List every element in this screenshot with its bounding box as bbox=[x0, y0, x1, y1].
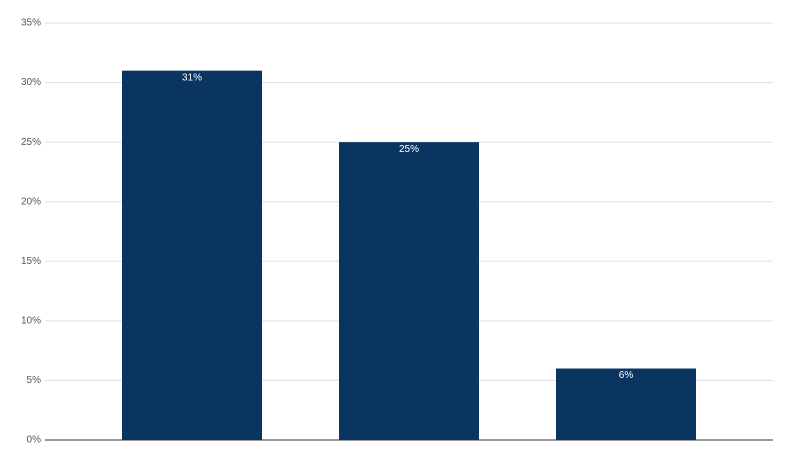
y-tick-label: 15% bbox=[21, 256, 41, 267]
y-tick-label: 25% bbox=[21, 137, 41, 148]
value-label: 25% bbox=[399, 144, 419, 155]
y-tick-label: 10% bbox=[21, 315, 41, 326]
bar bbox=[556, 368, 696, 440]
y-tick-label: 0% bbox=[27, 435, 42, 446]
value-label: 31% bbox=[182, 72, 202, 83]
y-tick-label: 20% bbox=[21, 196, 41, 207]
bar bbox=[122, 70, 262, 441]
value-label: 6% bbox=[619, 370, 634, 381]
y-tick-label: 5% bbox=[27, 375, 42, 386]
y-tick-label: 35% bbox=[21, 18, 41, 29]
bar bbox=[339, 142, 479, 440]
y-tick-label: 30% bbox=[21, 77, 41, 88]
